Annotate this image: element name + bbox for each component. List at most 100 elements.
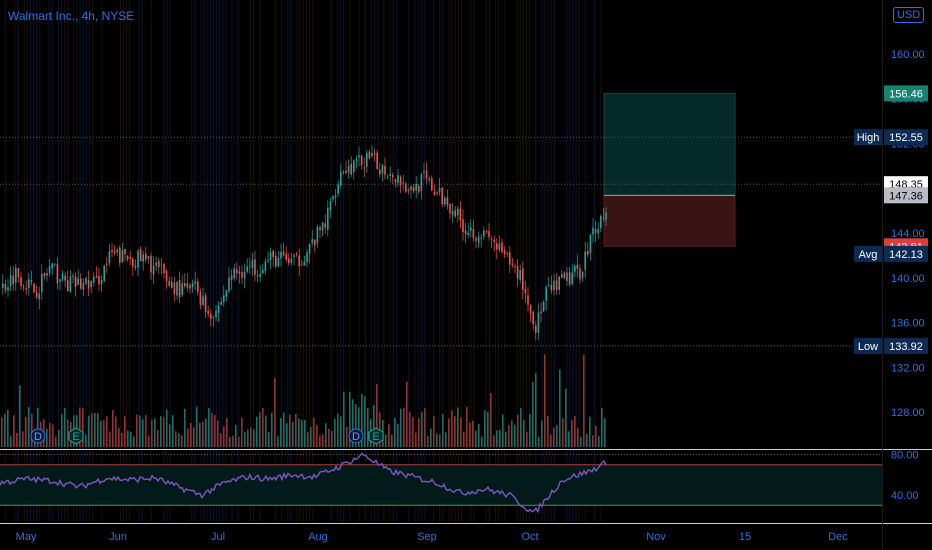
candle [150,252,152,280]
currency-button[interactable]: USD [893,7,925,23]
candle-body [540,311,542,313]
price-tag-target: 156.46 [884,85,928,102]
candle [444,195,446,207]
candle [126,255,129,262]
candle-body [259,273,261,277]
volume-bar [166,409,168,447]
earnings-marker[interactable]: E [368,427,384,445]
volume-bar [298,418,300,447]
volume-bar [328,428,330,447]
candle-body [230,275,233,281]
volume-bar [430,428,432,447]
candle [264,258,267,275]
session-stripe [253,0,255,522]
candle-body [186,283,189,288]
candle [574,263,576,278]
candle-body [503,250,506,255]
candle [85,276,87,286]
candle-body [77,278,79,285]
time-tick-label: Nov [646,531,666,543]
candle-body [4,284,7,291]
candle-body [106,263,108,265]
session-stripe [14,0,16,522]
candle-body [477,236,480,243]
candle [204,292,207,318]
candle [553,273,555,296]
candle [519,264,521,283]
candle [134,259,137,271]
candle-body [280,251,282,259]
candle-body [467,232,469,236]
volume-bar [562,418,564,447]
candle [137,248,139,276]
candle-body [54,263,56,265]
volume-bar [481,436,483,447]
candle [498,235,501,252]
candle-body [381,164,384,174]
dividend-marker[interactable]: D [30,428,46,444]
candle [558,275,560,295]
volume-bar [280,418,282,447]
candle-body [233,268,235,279]
session-stripe [572,0,574,522]
candle [93,272,95,287]
volume-bar [553,427,555,447]
candle-body [449,204,451,214]
candle [69,270,72,293]
volume-bar [274,377,276,447]
session-stripe [454,0,456,522]
candle [355,155,358,169]
candle [459,201,462,228]
candle-body [483,230,485,237]
candle [308,243,311,264]
candle-body [350,163,352,175]
volume-bar [367,407,369,447]
chart-title[interactable]: Walmart Inc., 4h, NYSE [8,9,135,23]
session-stripe [457,0,459,522]
candle-body [12,275,14,285]
session-stripe [88,0,90,522]
candle-body [158,261,160,268]
volume-bar [139,415,141,447]
volume-bar [148,435,150,447]
candle [95,266,98,278]
price-tags: 156.46148.35147.36142.81152.55High133.92… [854,85,928,354]
dividend-marker[interactable]: D [348,428,364,444]
session-stripe [166,0,168,522]
position-tool[interactable] [603,92,736,247]
volume-bar [217,420,219,447]
candle [106,256,108,273]
candle [366,149,368,174]
candle-body [288,258,290,264]
candle [121,242,124,263]
candle-body [176,281,178,296]
candle-body [490,238,493,240]
candle-body [108,251,111,264]
price-tick-label: 132.00 [891,362,925,374]
volume-bar [421,412,423,447]
candle-body [51,263,53,269]
earnings-hexagon [68,427,84,445]
volume-bar [556,425,558,447]
volume-bar [343,391,345,447]
volume-bar [442,413,444,447]
candle [282,242,285,257]
session-stripe [343,0,345,522]
candle [379,162,381,178]
session-stripe [488,0,490,522]
session-stripe [281,0,283,522]
volume-bar [142,419,144,447]
candle-body [488,231,490,237]
earnings-marker[interactable]: E [68,427,84,445]
volume-bar [292,422,294,447]
candle-body [334,195,337,198]
candle [119,245,121,267]
candle-body [535,325,537,333]
volume-bar [178,433,180,447]
candle [241,265,243,284]
candle-body [366,153,368,167]
session-stripe [575,0,577,522]
